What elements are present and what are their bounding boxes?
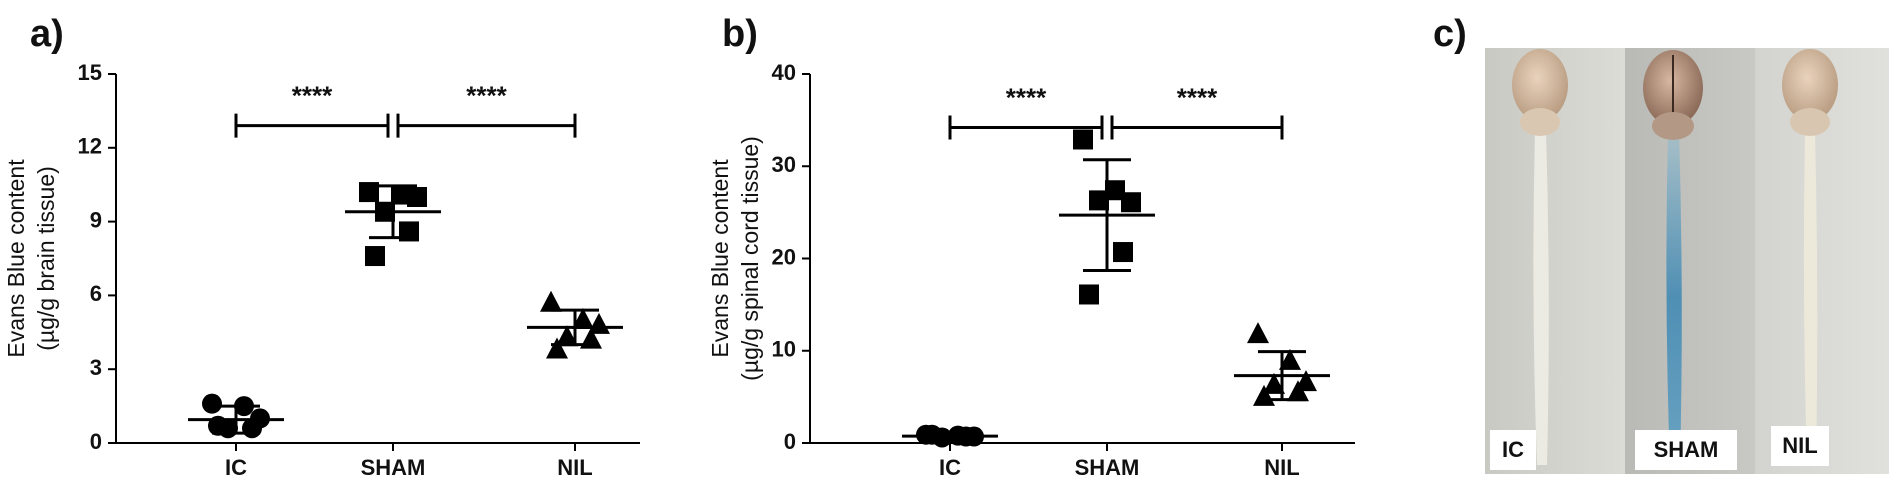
significance-bracket xyxy=(948,115,1104,140)
data-point xyxy=(365,246,385,267)
x-tick-label: IC xyxy=(939,455,961,480)
data-point xyxy=(540,290,562,312)
data-point xyxy=(1105,180,1125,201)
panel-label: a) xyxy=(30,13,64,55)
brain xyxy=(1790,108,1830,136)
x-tick-label: SHAM xyxy=(1075,455,1140,480)
photo-panel: c) IC SHAM NIL xyxy=(1433,13,1889,474)
brain xyxy=(1782,49,1838,121)
significance-bracket xyxy=(396,113,577,138)
x-tick-label: NIL xyxy=(557,455,592,480)
y-tick-label: 0 xyxy=(90,429,102,454)
data-point xyxy=(1073,129,1093,150)
x-tick-label: IC xyxy=(225,455,247,480)
significance-label: **** xyxy=(466,81,507,111)
caption-box xyxy=(1635,430,1737,470)
significance-label: **** xyxy=(292,81,333,111)
data-point xyxy=(1113,242,1133,263)
significance-label: **** xyxy=(1177,82,1218,112)
brain xyxy=(1520,108,1560,136)
significance-bracket xyxy=(1110,115,1284,140)
y-axis-label: (µg/g brain tissue) xyxy=(33,166,59,351)
y-tick-label: 3 xyxy=(90,355,102,380)
significance-bracket xyxy=(234,113,390,138)
y-tick-label: 0 xyxy=(784,429,796,454)
data-point xyxy=(572,308,594,329)
y-axis-label: Evans Blue content xyxy=(3,159,29,358)
data-point xyxy=(202,393,222,414)
photo-caption: NIL xyxy=(1782,433,1817,458)
spinal-cord xyxy=(1666,130,1682,465)
data-point xyxy=(1247,322,1269,344)
y-tick-label: 15 xyxy=(78,60,102,85)
y-tick-label: 9 xyxy=(90,207,102,232)
y-tick-label: 6 xyxy=(90,281,102,306)
caption-box xyxy=(1490,430,1536,470)
data-point xyxy=(391,184,411,205)
data-point xyxy=(1121,192,1141,213)
data-point xyxy=(407,187,427,207)
data-point xyxy=(242,418,262,439)
data-point xyxy=(1279,348,1301,370)
y-tick-label: 30 xyxy=(772,152,796,177)
y-tick-label: 40 xyxy=(772,60,796,85)
chart: a) Evans Blue content (µg/g brain tissue) 0… xyxy=(3,13,640,480)
chart: b) Evans Blue content (µg/g spinal cord ti… xyxy=(707,13,1355,480)
x-tick-label: SHAM xyxy=(361,455,426,480)
data-point xyxy=(1287,380,1309,402)
brain xyxy=(1512,49,1568,121)
data-point xyxy=(1089,190,1109,211)
photo-caption: IC xyxy=(1502,437,1524,462)
photo-caption: SHAM xyxy=(1654,437,1719,462)
significance-label: **** xyxy=(1006,82,1047,112)
x-tick-label: NIL xyxy=(1264,455,1299,480)
y-tick-label: 20 xyxy=(772,244,796,269)
brain xyxy=(1652,112,1694,140)
spinal-cord xyxy=(1533,130,1549,465)
data-point xyxy=(1079,284,1099,305)
data-point xyxy=(546,337,568,359)
panel-label: c) xyxy=(1433,13,1467,55)
y-tick-label: 10 xyxy=(772,337,796,362)
y-axis-label: (µg/g spinal cord tissue) xyxy=(737,136,763,381)
y-axis-label: Evans Blue content xyxy=(707,159,733,358)
y-tick-label: 12 xyxy=(78,134,102,159)
spinal-cord xyxy=(1803,130,1818,465)
panel-label: b) xyxy=(722,13,758,55)
caption-box xyxy=(1771,426,1829,466)
data-point xyxy=(1263,372,1285,394)
data-point xyxy=(556,325,578,347)
